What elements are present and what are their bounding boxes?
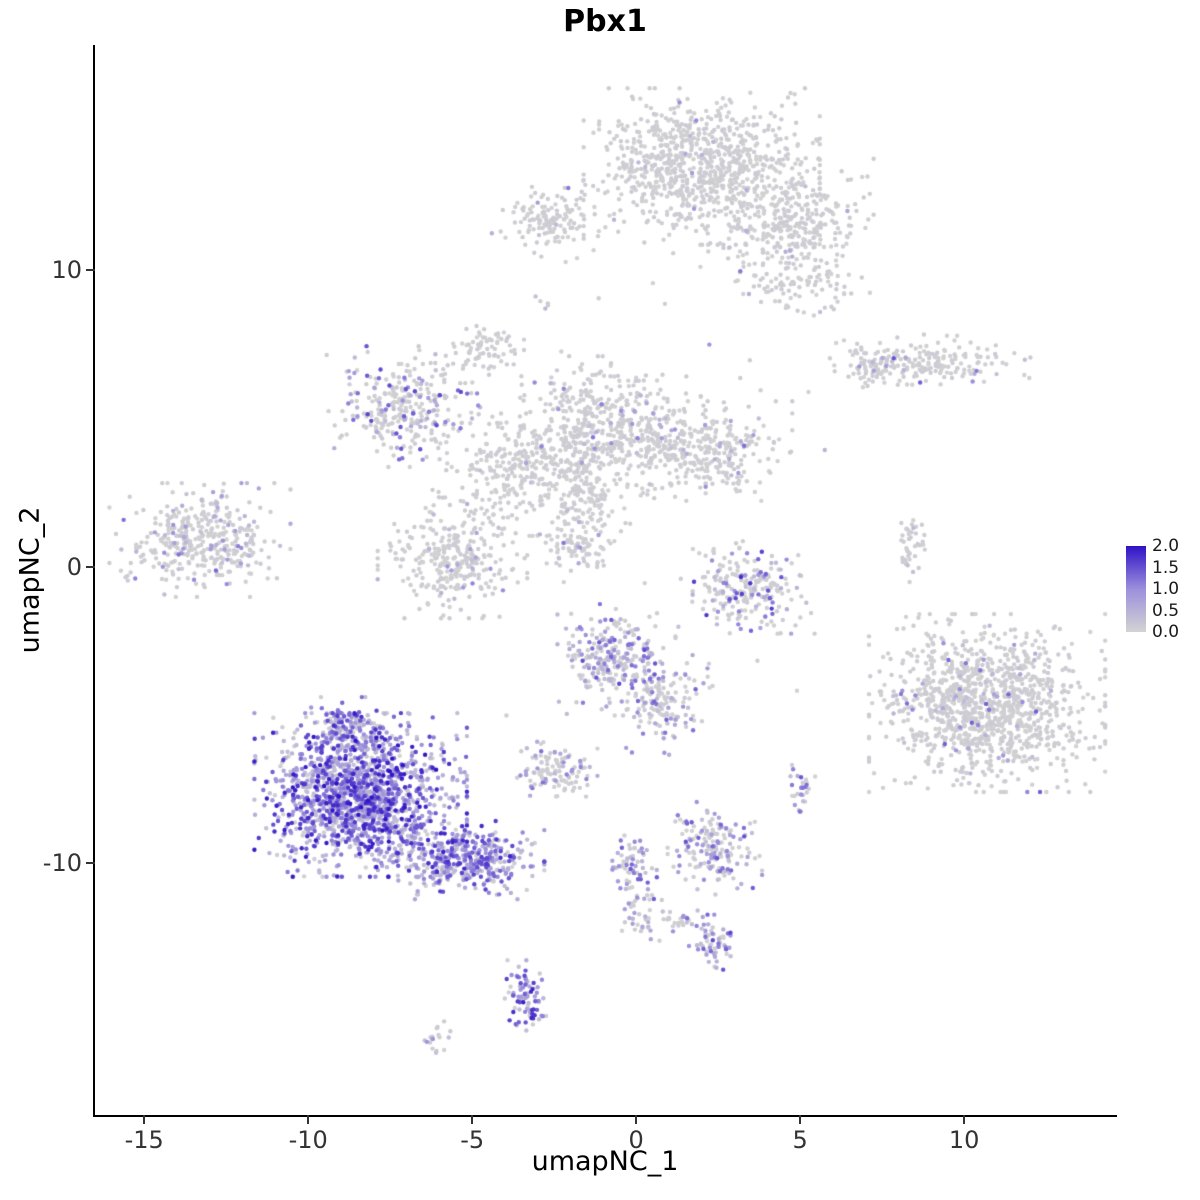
y-tick-label: 10 <box>51 256 82 285</box>
legend-tick-label: 2.0 <box>1152 536 1180 556</box>
y-axis-line <box>93 45 95 1117</box>
legend-tick-label: 1.5 <box>1152 557 1180 578</box>
plot-title: Pbx1 <box>563 4 647 39</box>
y-tick-label: -10 <box>42 849 82 878</box>
y-tick-mark <box>86 269 95 272</box>
legend-gradient-bar <box>1126 546 1146 632</box>
x-tick-label: -15 <box>124 1126 164 1154</box>
x-tick-mark <box>635 1115 638 1124</box>
x-tick-label: 0 <box>628 1126 644 1154</box>
x-tick-mark <box>307 1115 310 1124</box>
y-axis-title: umapNC_2 <box>14 506 46 654</box>
x-tick-label: -5 <box>460 1126 485 1154</box>
x-tick-mark <box>471 1115 474 1124</box>
y-tick-label: 0 <box>66 552 82 581</box>
y-tick-mark <box>86 565 95 568</box>
x-tick-label: -10 <box>288 1126 328 1154</box>
x-axis-line <box>93 1115 1117 1117</box>
legend-tick-label: 1.0 <box>1152 579 1180 599</box>
x-tick-mark <box>143 1115 146 1124</box>
x-tick-mark <box>963 1115 966 1124</box>
x-tick-label: 10 <box>948 1126 980 1154</box>
legend-tick-label: 0.5 <box>1152 600 1180 621</box>
x-tick-label: 5 <box>792 1126 808 1154</box>
y-tick-mark <box>86 862 95 865</box>
x-tick-mark <box>799 1115 802 1124</box>
x-axis-title: umapNC_1 <box>531 1146 679 1177</box>
legend-tick-label: 0.0 <box>1152 622 1180 642</box>
